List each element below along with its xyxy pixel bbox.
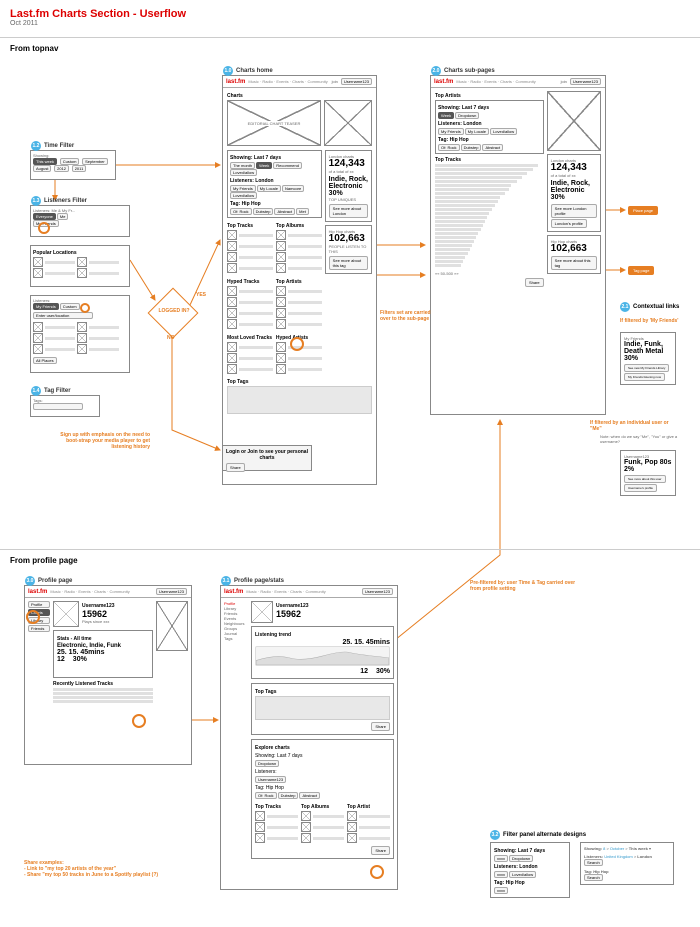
highlight-custom [80, 303, 90, 313]
time-filter-title: Time Filter [44, 143, 74, 149]
card-user: Username123 Funk, Pop 80s 2% See more ab… [620, 450, 676, 496]
panel-popular-locations: Popular Locations [30, 245, 130, 287]
topnav: last.fm Music · Radio · Events · Charts … [223, 76, 376, 88]
filter-alt-a: Showing: Last 7 days xxxxDropdown Listen… [490, 842, 570, 898]
panel-charts-sub: 2.0Charts sub-pages last.fm Music · Radi… [430, 75, 606, 415]
filter-alt-b: Showing: 8 > October > This week ▾ Liste… [580, 842, 674, 885]
contextual-header: 2.1Contextual links [620, 302, 679, 312]
note-share-examples: Share examples: - Link to "my top 20 art… [24, 860, 184, 878]
highlight-see-more [132, 714, 146, 728]
highlight-everyone [38, 222, 50, 234]
highlight-share [370, 865, 384, 879]
btn-place-page[interactable]: Place page [628, 206, 658, 215]
panel-signup-cta[interactable]: Login or Join to see your personal chart… [222, 445, 312, 471]
filter-alt-header: 3.2Filter panel alternate designs [490, 830, 586, 840]
section-from-topnav: From topnav [0, 37, 700, 57]
section-from-profile: From profile page [0, 549, 700, 569]
panel-profile-stats: 3.1Profile page/stats last.fmMusic · Rad… [220, 585, 398, 890]
btn-tag-page[interactable]: Tag page [628, 266, 654, 275]
note-prefiltered: Pre-filtered by: user Time & Tag carried… [470, 580, 580, 592]
panel-profile: 3.0Profile page last.fmMusic · Radio · E… [24, 585, 192, 765]
card-my-friends: My Friends Indie, Funk, Death Metal 30% … [620, 332, 676, 385]
highlight-charts-tab [26, 610, 40, 624]
panel-tag-filter: 1.4Tag Filter Tags: [30, 395, 100, 417]
highlight-see-all [290, 337, 304, 351]
note-signup: Sign up with emphasis on the need to boo… [55, 432, 150, 450]
panel-charts-home: 1.0Charts home last.fm Music · Radio · E… [222, 75, 377, 485]
page-date: Oct 2011 [0, 20, 700, 33]
page-title: Last.fm Charts Section - Userflow [0, 0, 700, 20]
page-root: Last.fm Charts Section - Userflow Oct 20… [0, 0, 700, 927]
badge-time-filter: 1.2 [31, 141, 41, 151]
pill-this-week[interactable]: This week [33, 158, 57, 165]
panel-time-filter: 1.2Time Filter Showing: This week Custom… [30, 150, 116, 180]
note-filters-carried: Filters set are carried over to the sub-… [380, 310, 440, 322]
